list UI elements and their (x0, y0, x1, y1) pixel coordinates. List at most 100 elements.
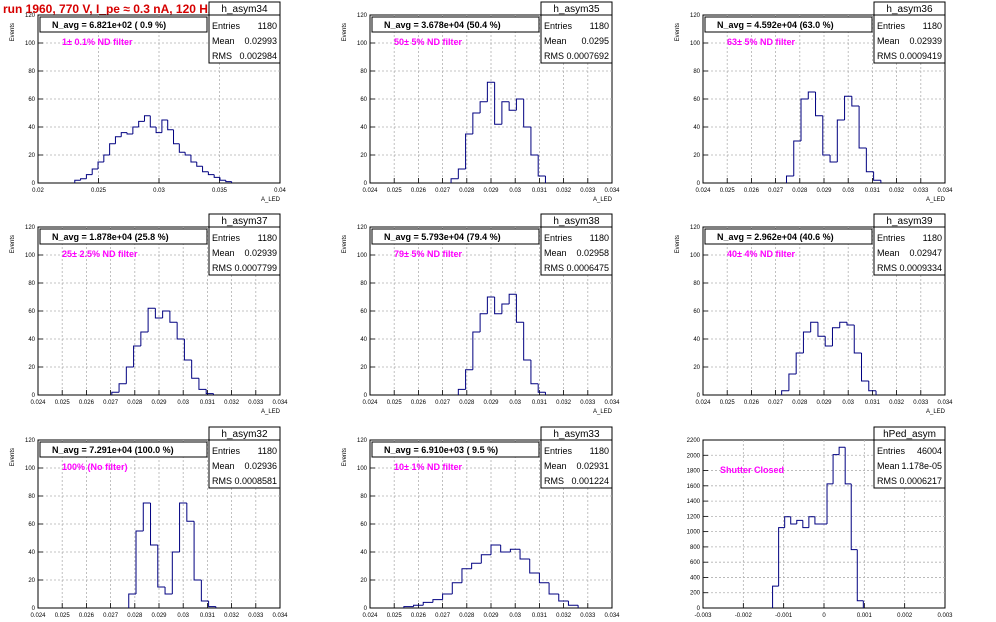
histogram-bin (91, 168, 99, 175)
histogram-bin (128, 593, 137, 608)
histogram-bin (519, 549, 530, 560)
stats-label: Entries (212, 21, 241, 31)
y-tick-label: 100 (25, 466, 36, 472)
x-tick-label: 0.026 (79, 613, 95, 619)
x-tick-label: 0.032 (224, 613, 240, 619)
histogram-bin (796, 519, 803, 524)
histogram-name: h_asym32 (221, 429, 268, 440)
histogram-bin (501, 303, 510, 314)
histogram-bin (149, 115, 157, 128)
y-tick-label: 0 (32, 181, 36, 187)
histogram-bin (529, 559, 540, 574)
x-tick-label: 0.029 (816, 400, 832, 406)
x-tick-label: 0.032 (889, 400, 905, 406)
y-tick-label: 120 (690, 225, 701, 231)
histogram-bin (125, 366, 134, 384)
stats-label: Mean (877, 248, 900, 258)
histogram-bin (205, 389, 214, 395)
y-tick-label: 1600 (687, 484, 701, 490)
y-tick-label: 200 (690, 591, 701, 597)
stats-label: RMS (544, 476, 564, 486)
histogram-bin (530, 360, 539, 385)
histogram-bin (515, 294, 524, 323)
x-tick-label: 0.029 (483, 613, 499, 619)
stats-value: 1180 (590, 233, 609, 243)
y-tick-label: 2200 (687, 438, 701, 444)
y-tick-label: 120 (25, 13, 36, 19)
histogram-bin (873, 171, 881, 181)
histogram-bin (836, 119, 845, 162)
y-tick-label: 100 (690, 253, 701, 259)
histogram-bin (501, 101, 510, 125)
histogram-bin (861, 353, 869, 382)
stats-value: 0.0009334 (899, 263, 942, 273)
stats-value: 0.0006217 (899, 476, 942, 486)
y-axis-label: Events (10, 448, 16, 466)
x-tick-label: 0.032 (556, 188, 572, 194)
navg-box (704, 228, 873, 245)
y-tick-label: 1800 (687, 469, 701, 475)
histogram-bin (465, 133, 473, 169)
x-tick-label: 0.024 (362, 188, 378, 194)
histogram-bin (126, 132, 133, 135)
histogram-panel-h_asym39: 0.024 0.025 0.026 0.027 0.028 0.029 0.03 0.031 0… (675, 213, 953, 415)
x-tick-label: 0.001 (857, 613, 873, 619)
histogram-bin (80, 178, 87, 181)
histogram-bin (133, 345, 141, 367)
x-axis-label: A_LED (926, 409, 946, 415)
x-tick-label: 0.031 (532, 400, 548, 406)
x-tick-label: 0 (822, 613, 826, 619)
x-tick-label: 0.035 (212, 188, 228, 194)
navg-label: N_avg = 2.962e+04 (40.6 %) (717, 232, 834, 242)
histogram-bin (422, 601, 433, 606)
navg-label: N_avg = 5.793e+04 (79.4 %) (384, 232, 501, 242)
histogram-bin (196, 162, 203, 167)
histogram-bin (793, 140, 802, 176)
stats-label: Mean (877, 36, 900, 46)
histogram-bin (109, 143, 116, 155)
stats-label: RMS (212, 476, 232, 486)
y-axis-label: Events (10, 235, 16, 253)
x-tick-label: -0.002 (735, 613, 753, 619)
histogram-bin (548, 582, 559, 595)
x-tick-label: 0.034 (604, 613, 620, 619)
histogram-bin (500, 545, 511, 553)
x-tick-label: 0.03 (177, 400, 189, 406)
y-tick-label: 20 (693, 365, 700, 371)
histogram-bin (103, 154, 110, 162)
stats-box (208, 14, 281, 64)
histogram-bin (118, 383, 127, 393)
histogram-bin (161, 119, 168, 133)
x-tick-label: 0.031 (532, 613, 548, 619)
y-tick-label: 60 (360, 309, 367, 315)
filter-annotation: 1± 0.1% ND filter (62, 37, 133, 47)
x-tick-label: 0.028 (127, 400, 143, 406)
histogram-bin (191, 360, 199, 379)
x-tick-label: 0.029 (816, 188, 832, 194)
histogram-bin (567, 601, 579, 606)
histogram-bin (802, 331, 811, 353)
histogram-panel-h_asym34: 0.02 0.025 0.03 0.035 0.04 0 20 40 60 80 100 120 A_L… (10, 1, 286, 203)
histogram-bin (472, 112, 481, 134)
x-axis-label: A_LED (593, 409, 613, 415)
y-tick-label: 80 (28, 494, 35, 500)
filter-annotation: 40± 4% ND filter (727, 249, 795, 259)
histogram-bin (853, 325, 862, 354)
histogram-bin (179, 502, 187, 552)
histogram-bin (450, 178, 459, 183)
stats-label: RMS (877, 51, 897, 61)
x-tick-label: 0.027 (768, 188, 784, 194)
y-tick-label: 20 (28, 578, 35, 584)
histogram-bin (844, 447, 852, 485)
histogram-bin (186, 503, 195, 522)
stats-label: Mean (544, 248, 567, 258)
histogram-bin (839, 321, 847, 328)
x-tick-label: 0.025 (720, 188, 736, 194)
y-tick-label: 40 (693, 337, 700, 343)
stats-box (540, 14, 613, 64)
y-tick-label: 1000 (687, 530, 701, 536)
histogram-bin (457, 388, 466, 395)
stats-value: 0.0007799 (234, 263, 277, 273)
y-axis-label: Events (675, 23, 681, 41)
histogram-panel-h_asym36: 0.024 0.025 0.026 0.027 0.028 0.029 0.03 0.031 0… (675, 1, 953, 203)
